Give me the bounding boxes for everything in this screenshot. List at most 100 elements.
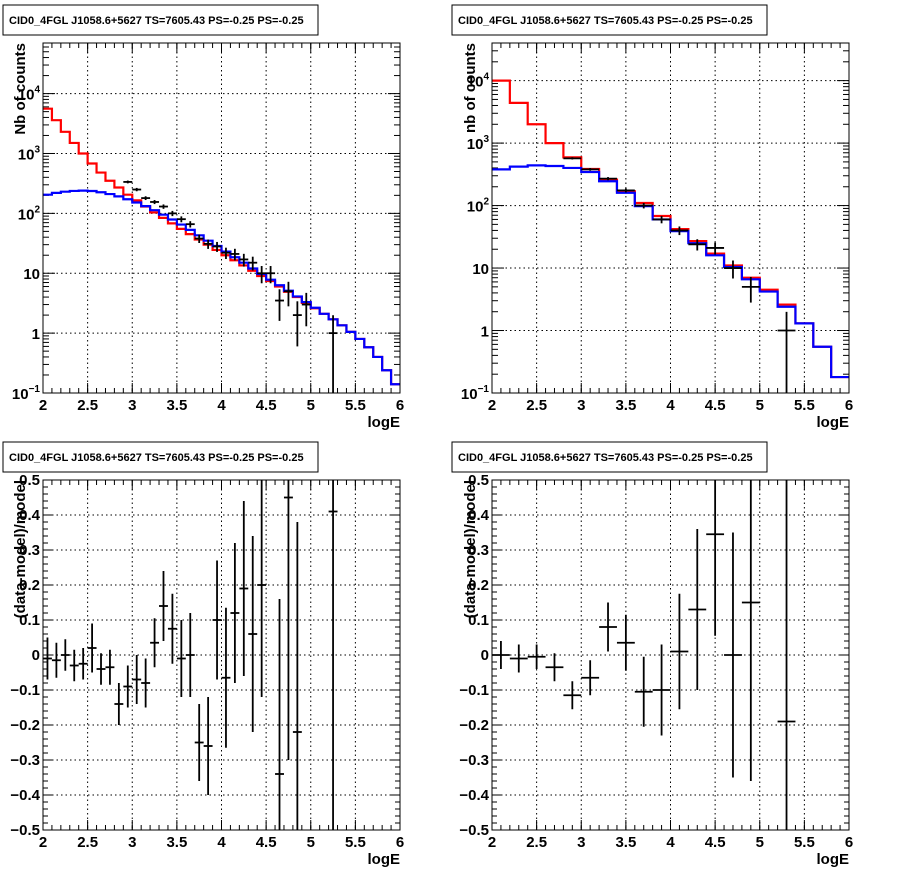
y-tick-label: −0.2: [10, 717, 40, 734]
x-tick-label: 4.5: [256, 397, 277, 414]
chart-title-box: [2, 441, 319, 473]
chart-title: CID0_4FGL J1058.6+5627 TS=7605.43 PS=-0.…: [9, 15, 304, 27]
x-tick-label: 2.5: [526, 397, 547, 414]
y-tick-label: 0: [32, 647, 40, 664]
x-tick-label: 5.5: [345, 397, 366, 414]
x-tick-label: 3: [128, 834, 136, 851]
chart-title: CID0_4FGL J1058.6+5627 TS=7605.43 PS=-0.…: [9, 452, 304, 464]
y-tick-label: 1: [32, 326, 40, 343]
plot-frame: [491, 42, 850, 394]
y-tick-label: 0.4: [468, 507, 490, 524]
y-tick-label: 0.1: [468, 612, 489, 629]
x-tick-label: 3.5: [166, 834, 187, 851]
x-tick-label: 4: [666, 397, 675, 414]
x-tick-label: 4: [666, 834, 675, 851]
x-tick-label: 3: [128, 397, 136, 414]
x-tick-label: 4.5: [705, 834, 726, 851]
y-tick-label: 103: [467, 134, 490, 153]
x-tick-label: 5: [756, 397, 764, 414]
x-tick-label: 5.5: [794, 397, 815, 414]
x-tick-label: 3.5: [615, 834, 636, 851]
y-tick-label: 0.1: [19, 612, 40, 629]
x-tick-label: 6: [396, 834, 404, 851]
y-tick-label: −0.4: [459, 787, 489, 804]
y-tick-label: 0.2: [19, 577, 40, 594]
y-tick-label: 0.2: [468, 577, 489, 594]
y-tick-label: 0.3: [19, 542, 40, 559]
y-tick-label: 10: [23, 266, 40, 283]
x-tick-label: 5.5: [794, 834, 815, 851]
y-tick-label: −0.2: [459, 717, 489, 734]
y-tick-label: 0.4: [19, 507, 41, 524]
y-tick-label: 0.3: [468, 542, 489, 559]
y-tick-label: 10−1: [12, 384, 41, 403]
x-tick-label: 5: [307, 397, 315, 414]
x-tick-label: 3: [577, 834, 585, 851]
x-tick-label: 2: [39, 397, 47, 414]
chart-title-box: [451, 4, 768, 36]
x-axis-title: logE: [368, 414, 401, 431]
y-axis-title: (data-model)/model: [462, 480, 479, 618]
chart-title-box: [451, 441, 768, 473]
x-tick-label: 4: [217, 397, 226, 414]
y-tick-label: 1: [481, 324, 489, 341]
y-tick-label: 0.5: [19, 472, 40, 489]
x-tick-label: 3.5: [166, 397, 187, 414]
y-tick-label: −0.1: [10, 682, 40, 699]
plot-area: [492, 480, 796, 830]
chart-2: CID0_4FGL J1058.6+5627 TS=7605.43 PS=-0.…: [451, 4, 853, 431]
chart-4: CID0_4FGL J1058.6+5627 TS=7605.43 PS=-0.…: [451, 441, 853, 868]
chart-1: CID0_4FGL J1058.6+5627 TS=7605.43 PS=-0.…: [2, 4, 404, 431]
x-axis-title: logE: [817, 414, 850, 431]
y-tick-label: 10−1: [461, 384, 490, 403]
x-tick-label: 4.5: [256, 834, 277, 851]
y-tick-label: 104: [467, 72, 490, 91]
plot-area: [43, 480, 338, 830]
x-tick-label: 2.5: [77, 834, 98, 851]
y-tick-label: −0.3: [10, 752, 40, 769]
x-tick-label: 5: [756, 834, 764, 851]
y-tick-label: −0.5: [10, 822, 40, 839]
y-tick-label: 103: [18, 144, 41, 163]
x-tick-label: 2.5: [526, 834, 547, 851]
chart-title-box: [2, 4, 319, 36]
y-tick-label: 104: [18, 85, 41, 104]
x-tick-label: 4.5: [705, 397, 726, 414]
plot-area: [43, 107, 400, 393]
y-tick-label: −0.3: [459, 752, 489, 769]
y-tick-label: 102: [467, 197, 490, 216]
x-tick-label: 3: [577, 397, 585, 414]
x-tick-label: 3.5: [615, 397, 636, 414]
y-axis-title: Nb of counts: [12, 43, 29, 135]
x-tick-label: 2: [488, 397, 496, 414]
plot-frame: [491, 479, 850, 831]
x-tick-label: 2: [39, 834, 47, 851]
x-tick-label: 6: [845, 834, 853, 851]
x-tick-label: 5: [307, 834, 315, 851]
x-tick-label: 4: [217, 834, 226, 851]
plot-frame: [42, 42, 401, 394]
y-tick-label: 102: [18, 204, 41, 223]
x-tick-label: 2: [488, 834, 496, 851]
y-tick-label: −0.4: [10, 787, 40, 804]
y-axis-title: (data-model)/model: [12, 480, 29, 618]
plot-frame: [42, 479, 401, 831]
chart-title: CID0_4FGL J1058.6+5627 TS=7605.43 PS=-0.…: [458, 15, 753, 27]
series-2-step-line: [492, 164, 849, 379]
y-tick-label: 0: [481, 647, 489, 664]
x-tick-label: 5.5: [345, 834, 366, 851]
y-tick-label: 10: [472, 261, 489, 278]
x-axis-title: logE: [817, 851, 850, 868]
y-axis-title: nb of counts: [462, 43, 479, 133]
series-2-step-line: [43, 189, 400, 386]
y-tick-label: 0.5: [468, 472, 489, 489]
plot-area: [492, 79, 849, 393]
x-tick-label: 2.5: [77, 397, 98, 414]
x-axis-title: logE: [368, 851, 401, 868]
y-tick-label: −0.1: [459, 682, 489, 699]
chart-title: CID0_4FGL J1058.6+5627 TS=7605.43 PS=-0.…: [458, 452, 753, 464]
x-tick-label: 6: [845, 397, 853, 414]
y-tick-label: −0.5: [459, 822, 489, 839]
chart-3: CID0_4FGL J1058.6+5627 TS=7605.43 PS=-0.…: [2, 441, 404, 868]
